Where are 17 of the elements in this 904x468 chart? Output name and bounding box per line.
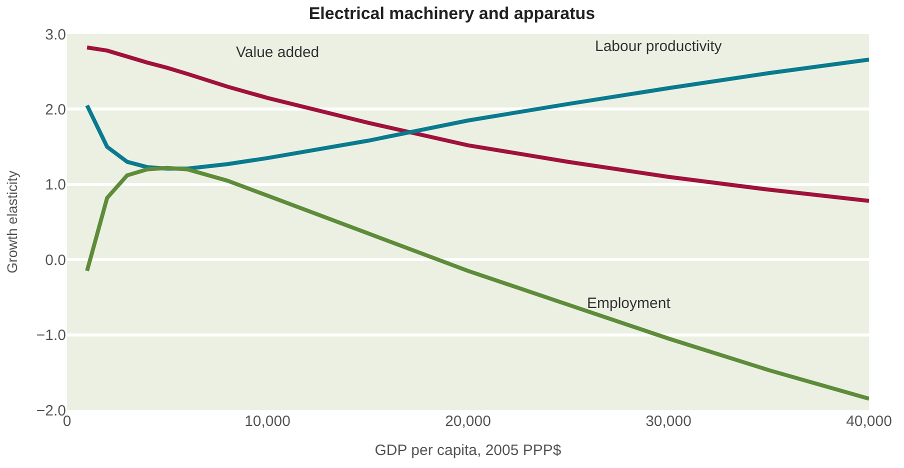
y-tick-label: 0.0 bbox=[45, 252, 66, 269]
x-tick-label: 20,000 bbox=[445, 413, 491, 430]
x-tick-label: 10,000 bbox=[244, 413, 290, 430]
series-label: Value added bbox=[236, 44, 320, 61]
y-tick-label: 1.0 bbox=[45, 176, 66, 194]
series-label: Labour productivity bbox=[595, 38, 722, 55]
x-tick-label: 40,000 bbox=[846, 413, 892, 430]
series-label: Employment bbox=[587, 295, 672, 312]
line-series bbox=[85, 166, 869, 401]
x-tick-label: 30,000 bbox=[646, 413, 692, 430]
y-tick-label: 3.0 bbox=[45, 26, 66, 44]
line-series bbox=[85, 58, 869, 171]
chart-title: Electrical machinery and apparatus bbox=[308, 4, 596, 23]
y-tick-label: −1.0 bbox=[36, 327, 66, 344]
y-axis-title: Growth elasticity bbox=[4, 170, 20, 274]
y-tick-label: 2.0 bbox=[45, 101, 66, 118]
x-axis-title: GDP per capita, 2005 PPP$ bbox=[374, 442, 562, 459]
